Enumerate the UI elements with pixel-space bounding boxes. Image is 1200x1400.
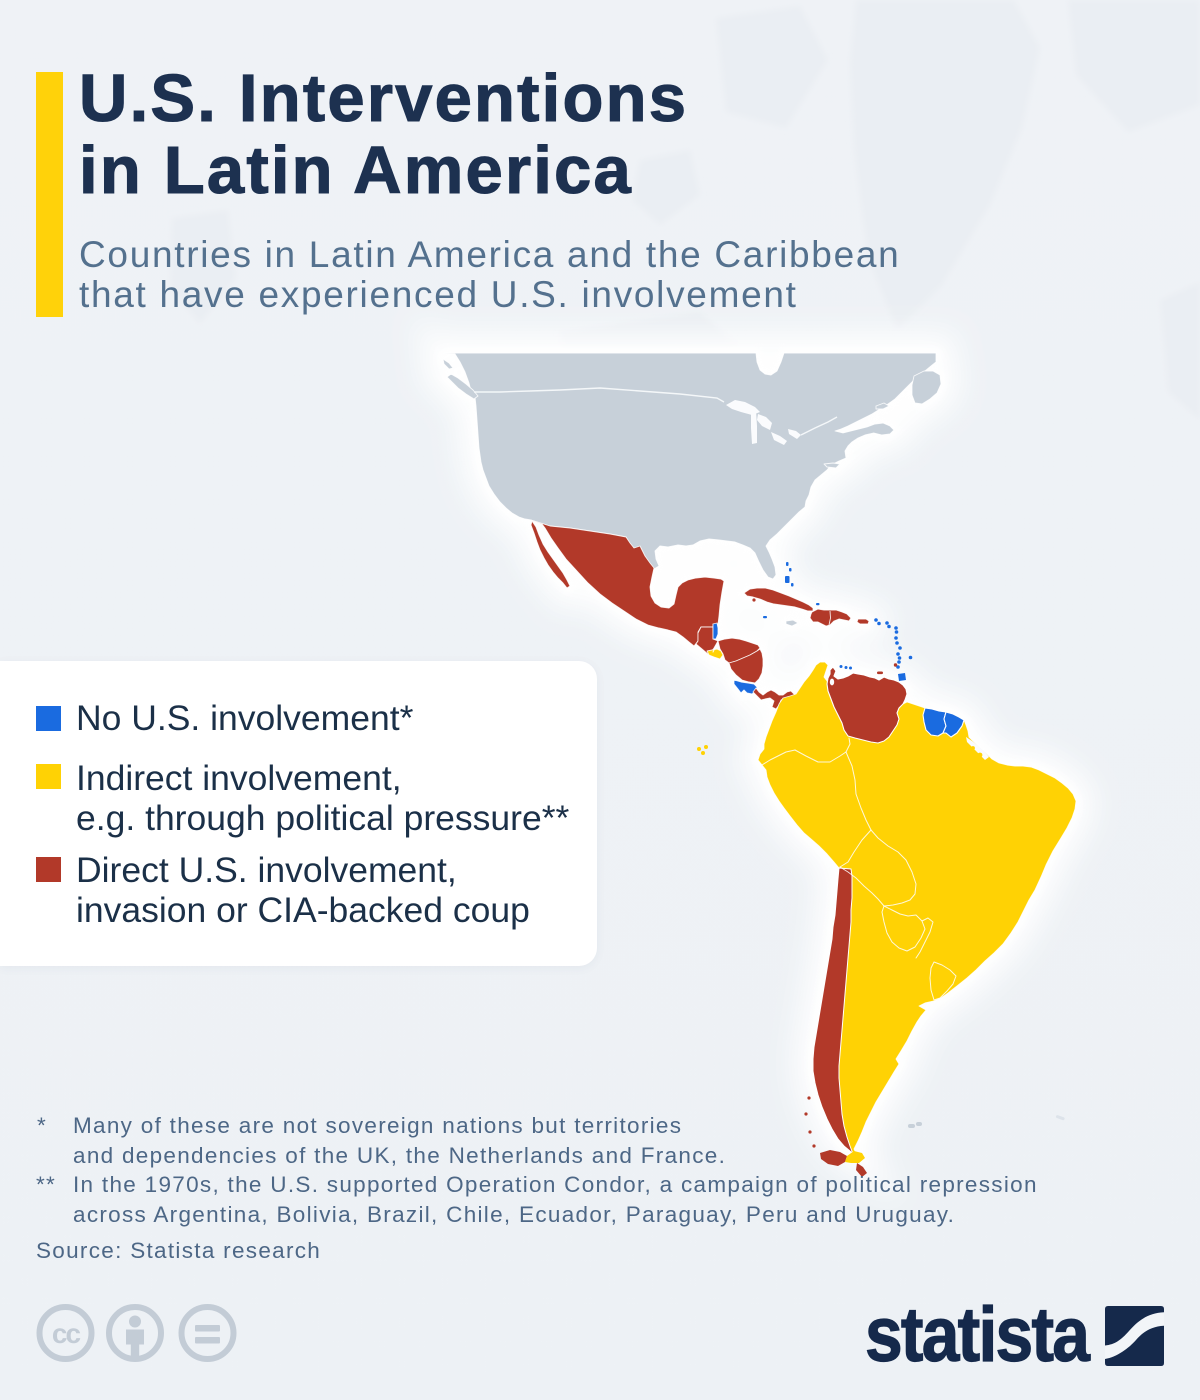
svg-text:cc: cc	[52, 1318, 81, 1349]
